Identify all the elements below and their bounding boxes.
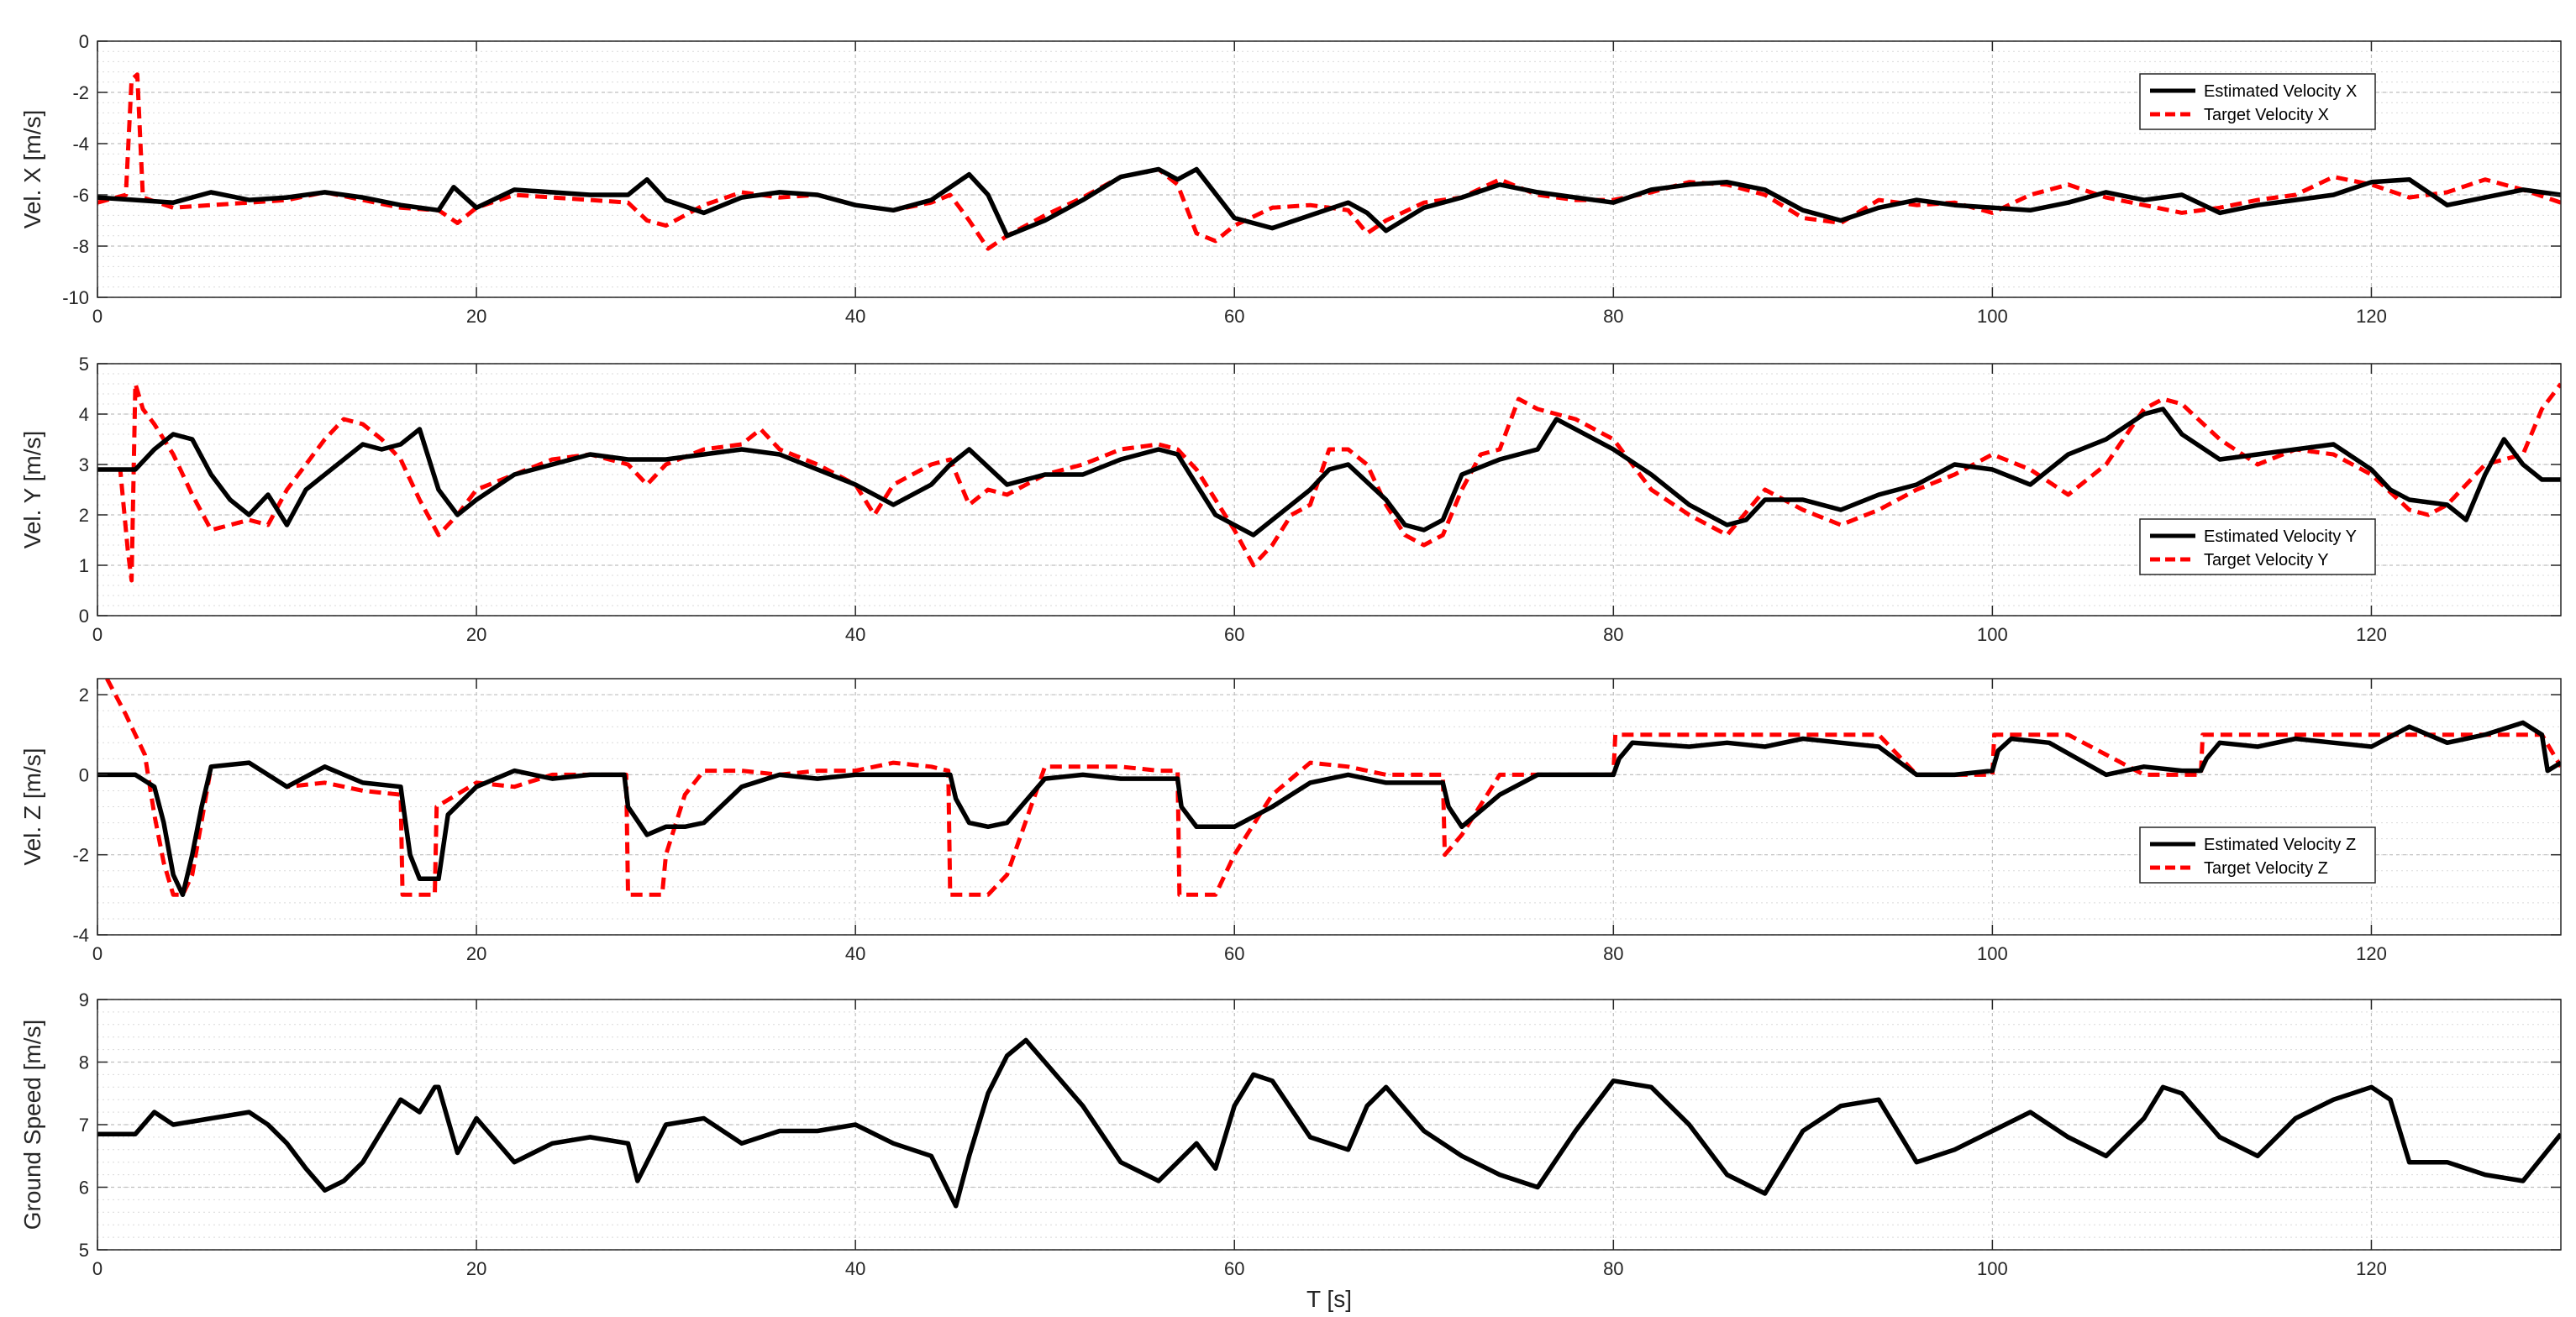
x-tick-label: 20 <box>466 1258 486 1279</box>
subplot-2: 0 20 40 60 80 100 120 0 1 2 3 4 5 Vel. Y [m/s] Estimat… <box>19 354 2562 645</box>
y-tick-label: 5 <box>79 354 89 375</box>
legend-label: Target Velocity X <box>2204 106 2329 124</box>
y-axis-label: Vel. Z [m/s] <box>19 748 45 865</box>
x-tick-label: 80 <box>1603 943 1623 964</box>
y-tick-label: -2 <box>72 845 89 866</box>
series-line-ground-speed <box>97 1037 2561 1209</box>
y-tick-label: 0 <box>79 764 89 785</box>
x-tick-label: 40 <box>845 943 865 964</box>
x-tick-label: 120 <box>2356 1258 2387 1279</box>
legend-label: Estimated Velocity X <box>2204 82 2357 101</box>
y-tick-label: 6 <box>79 1178 89 1199</box>
x-tick-label: 20 <box>466 624 486 645</box>
series-line-target-velocity-x <box>97 72 2561 251</box>
axes-box <box>97 678 2562 936</box>
series-line-estimated-velocity-z <box>97 720 2561 898</box>
y-tick-label: -4 <box>72 134 89 155</box>
x-tick-label: 20 <box>466 306 486 327</box>
tick-labels: 0 20 40 60 80 100 120 5 6 7 8 9 <box>79 989 2561 1279</box>
y-tick-label: 9 <box>79 989 89 1010</box>
legend-label: Estimated Velocity Y <box>2204 527 2357 546</box>
x-tick-label: 80 <box>1603 624 1623 645</box>
subplot-1: 0 20 40 60 80 100 120 -10 -8 -6 -4 -2 0 Vel. X [m/s] E… <box>19 31 2562 327</box>
legend: Estimated Velocity Z Target Velocity Z <box>2139 826 2376 884</box>
series-group <box>97 72 2561 251</box>
axes-box <box>97 363 2562 617</box>
x-tick-label: 100 <box>1977 306 2008 327</box>
x-tick-label: 80 <box>1603 1258 1623 1279</box>
legend: Estimated Velocity X Target Velocity X <box>2139 73 2376 130</box>
x-axis-label: T [s] <box>1306 1286 1352 1312</box>
x-tick-label: 0 <box>92 943 103 964</box>
series-line-estimated-velocity-y <box>97 407 2561 538</box>
y-tick-label: 4 <box>79 404 89 425</box>
plot-area <box>97 364 2561 616</box>
tick-labels: 0 20 40 60 80 100 120 -10 -8 -6 -4 -2 0 <box>62 31 2561 327</box>
x-tick-label: 120 <box>2356 624 2387 645</box>
series-line-estimated-velocity-x <box>97 166 2561 239</box>
y-tick-label: 8 <box>79 1052 89 1073</box>
x-tick-label: 60 <box>1224 306 1244 327</box>
x-tick-label: 40 <box>845 1258 865 1279</box>
x-tick-label: 60 <box>1224 943 1244 964</box>
x-tick-label: 0 <box>92 306 103 327</box>
series-line-target-velocity-y <box>97 381 2561 583</box>
y-tick-label: -2 <box>72 82 89 103</box>
x-tick-label: 0 <box>92 1258 103 1279</box>
y-tick-label: 0 <box>79 31 89 52</box>
subplot-4: 0 20 40 60 80 100 120 5 6 7 8 9 Ground Speed [m/s] T … <box>19 989 2562 1312</box>
y-tick-label: 5 <box>79 1240 89 1261</box>
legend-box <box>2139 73 2376 130</box>
x-tick-label: 100 <box>1977 624 2008 645</box>
axes-box <box>97 40 2562 298</box>
series-line-target-velocity-z <box>105 679 2561 897</box>
x-tick-label: 40 <box>845 624 865 645</box>
x-tick-label: 120 <box>2356 306 2387 327</box>
y-axis-label: Ground Speed [m/s] <box>19 1020 45 1230</box>
series-group <box>97 1037 2561 1209</box>
x-tick-label: 0 <box>92 624 103 645</box>
y-tick-label: 7 <box>79 1115 89 1136</box>
series-group <box>97 381 2561 583</box>
x-tick-label: 100 <box>1977 1258 2008 1279</box>
legend-label: Estimated Velocity Z <box>2204 836 2356 854</box>
x-tick-label: 40 <box>845 306 865 327</box>
x-tick-label: 80 <box>1603 306 1623 327</box>
legend: Estimated Velocity Y Target Velocity Y <box>2139 518 2376 575</box>
y-tick-label: -8 <box>72 236 89 257</box>
tick-labels: 0 20 40 60 80 100 120 -4 -2 0 2 <box>72 679 2561 964</box>
subplot-3: 0 20 40 60 80 100 120 -4 -2 0 2 Vel. Z [m/s] Estimat… <box>19 678 2562 964</box>
y-tick-label: -4 <box>72 925 89 946</box>
x-tick-label: 100 <box>1977 943 2008 964</box>
y-tick-label: 0 <box>79 606 89 627</box>
tick-labels: 0 20 40 60 80 100 120 0 1 2 3 4 5 <box>79 354 2561 645</box>
legend-label: Target Velocity Z <box>2204 859 2328 878</box>
x-tick-label: 60 <box>1224 1258 1244 1279</box>
y-tick-label: 3 <box>79 454 89 475</box>
y-tick-label: 1 <box>79 555 89 576</box>
y-tick-label: -6 <box>72 185 89 206</box>
legend-box <box>2139 826 2376 884</box>
legend-label: Target Velocity Y <box>2204 551 2329 569</box>
y-tick-label: 2 <box>79 685 89 706</box>
y-tick-label: -10 <box>62 287 89 308</box>
x-tick-label: 20 <box>466 943 486 964</box>
y-tick-label: 2 <box>79 505 89 526</box>
y-axis-label: Vel. X [m/s] <box>19 110 45 229</box>
y-axis-label: Vel. Y [m/s] <box>19 431 45 549</box>
legend-box <box>2139 518 2376 575</box>
series-group <box>97 679 2561 898</box>
x-tick-label: 120 <box>2356 943 2387 964</box>
x-tick-label: 60 <box>1224 624 1244 645</box>
